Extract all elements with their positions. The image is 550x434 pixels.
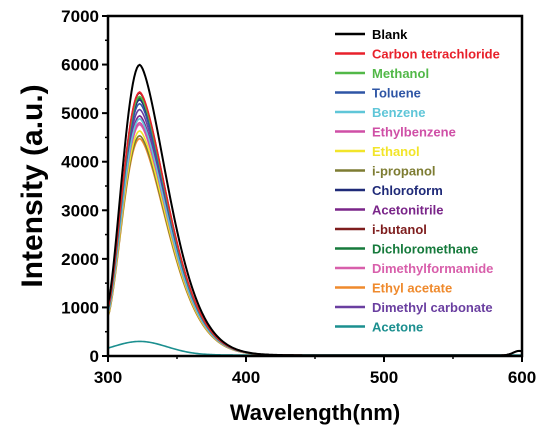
series-line <box>108 340 522 356</box>
y-tick-label: 1000 <box>61 298 99 317</box>
x-tick-label: 500 <box>370 368 398 387</box>
legend-label: Dichloromethane <box>372 242 478 257</box>
x-tick-label: 400 <box>232 368 260 387</box>
legend-label: Chloroform <box>372 183 443 198</box>
legend-label: Toluene <box>372 86 421 101</box>
legend: Blank Carbon tetrachloride Methanol Toluene… <box>335 27 500 335</box>
y-tick-label: 3000 <box>61 201 99 220</box>
legend-label: Ethanol <box>372 144 420 159</box>
y-tick-label: 6000 <box>61 56 99 75</box>
y-tick-label: 0 <box>90 347 99 366</box>
legend-label: Carbon tetrachloride <box>372 47 500 62</box>
legend-label: Methanol <box>372 66 429 81</box>
y-tick-label: 7000 <box>61 7 99 26</box>
y-tick-label: 4000 <box>61 153 99 172</box>
y-tick-label: 2000 <box>61 250 99 269</box>
legend-label: Benzene <box>372 105 425 120</box>
legend-label: Acetone <box>372 320 423 335</box>
y-axis-title: Intensity (a.u.) <box>16 84 49 287</box>
legend-label: Dimethylformamide <box>372 261 493 276</box>
x-tick-label: 600 <box>508 368 536 387</box>
axis-ticks: 300 400 500 6000100020003000400050006000700… <box>61 7 536 387</box>
x-tick-label: 300 <box>94 368 122 387</box>
legend-label: Ethylbenzene <box>372 125 456 140</box>
legend-label: i-butanol <box>372 222 427 237</box>
legend-label: Blank <box>372 27 408 42</box>
y-tick-label: 5000 <box>61 104 99 123</box>
legend-label: Dimethyl carbonate <box>372 300 493 315</box>
x-axis-title: Wavelength(nm) <box>230 400 400 425</box>
legend-label: i-propanol <box>372 164 436 179</box>
legend-label: Ethyl acetate <box>372 281 452 296</box>
legend-label: Acetonitrile <box>372 203 444 218</box>
